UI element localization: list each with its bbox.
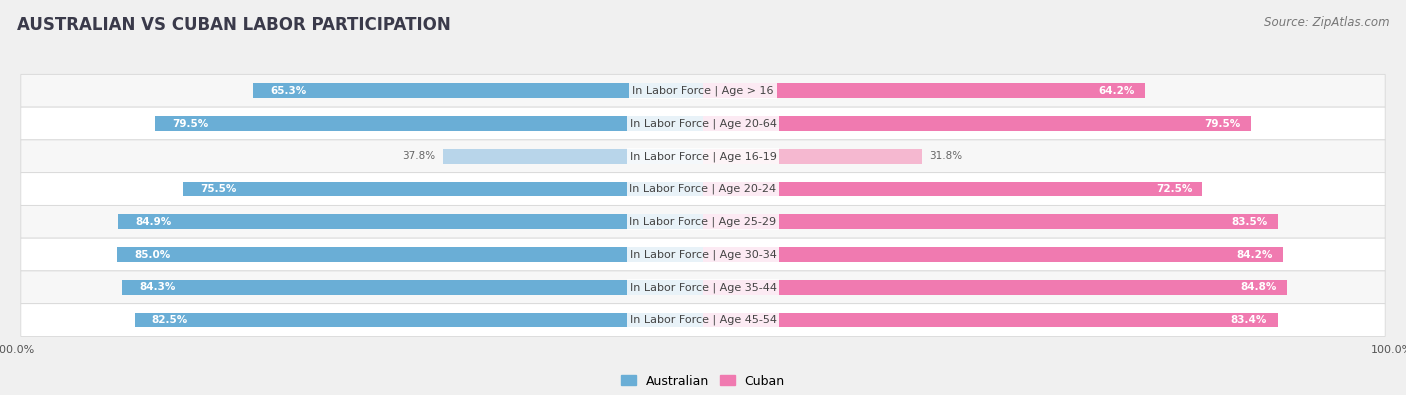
Text: 79.5%: 79.5% (173, 118, 208, 128)
FancyBboxPatch shape (21, 74, 1385, 107)
FancyBboxPatch shape (21, 238, 1385, 271)
Text: In Labor Force | Age 30-34: In Labor Force | Age 30-34 (630, 249, 776, 260)
Text: In Labor Force | Age 20-64: In Labor Force | Age 20-64 (630, 118, 776, 129)
Bar (703, 280, 1288, 295)
Text: In Labor Force | Age 25-29: In Labor Force | Age 25-29 (630, 216, 776, 227)
FancyBboxPatch shape (21, 304, 1385, 337)
Text: AUSTRALIAN VS CUBAN LABOR PARTICIPATION: AUSTRALIAN VS CUBAN LABOR PARTICIPATION (17, 16, 450, 34)
Text: 84.9%: 84.9% (135, 217, 172, 227)
FancyBboxPatch shape (21, 140, 1385, 173)
Bar (703, 149, 922, 164)
Bar (703, 182, 1202, 196)
Bar (253, 83, 703, 98)
Text: 84.2%: 84.2% (1236, 250, 1272, 260)
Bar (703, 313, 1278, 327)
FancyBboxPatch shape (21, 205, 1385, 238)
FancyBboxPatch shape (21, 107, 1385, 140)
Text: In Labor Force | Age > 16: In Labor Force | Age > 16 (633, 85, 773, 96)
Text: In Labor Force | Age 45-54: In Labor Force | Age 45-54 (630, 315, 776, 325)
Bar (443, 149, 703, 164)
FancyBboxPatch shape (21, 271, 1385, 304)
Text: 85.0%: 85.0% (135, 250, 172, 260)
Text: 65.3%: 65.3% (270, 86, 307, 96)
Text: 84.3%: 84.3% (139, 282, 176, 292)
Bar (703, 83, 1146, 98)
Text: In Labor Force | Age 20-24: In Labor Force | Age 20-24 (630, 184, 776, 194)
Text: In Labor Force | Age 16-19: In Labor Force | Age 16-19 (630, 151, 776, 162)
Bar (155, 116, 703, 131)
Text: Source: ZipAtlas.com: Source: ZipAtlas.com (1264, 16, 1389, 29)
Text: 31.8%: 31.8% (929, 151, 962, 161)
Bar (183, 182, 703, 196)
Legend: Australian, Cuban: Australian, Cuban (616, 370, 790, 393)
Bar (122, 280, 703, 295)
Bar (703, 214, 1278, 229)
Bar (703, 116, 1251, 131)
Text: 84.8%: 84.8% (1240, 282, 1277, 292)
Bar (118, 247, 703, 262)
Text: 82.5%: 82.5% (152, 315, 188, 325)
Text: In Labor Force | Age 35-44: In Labor Force | Age 35-44 (630, 282, 776, 293)
Bar (703, 247, 1284, 262)
Bar (135, 313, 703, 327)
FancyBboxPatch shape (21, 173, 1385, 205)
Text: 83.5%: 83.5% (1232, 217, 1268, 227)
Text: 83.4%: 83.4% (1230, 315, 1267, 325)
Text: 37.8%: 37.8% (402, 151, 436, 161)
Text: 64.2%: 64.2% (1098, 86, 1135, 96)
Bar (118, 214, 703, 229)
Text: 72.5%: 72.5% (1156, 184, 1192, 194)
Text: 75.5%: 75.5% (200, 184, 236, 194)
Text: 79.5%: 79.5% (1204, 118, 1240, 128)
